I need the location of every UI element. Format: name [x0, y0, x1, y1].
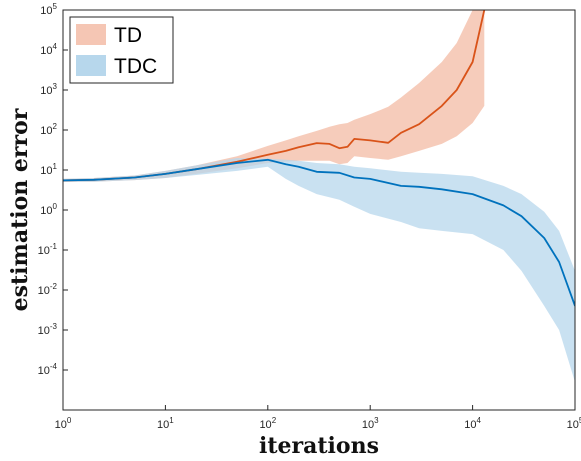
x-tick-label: 101 [157, 416, 174, 431]
band-td [63, 10, 485, 182]
legend-label-td: TD [114, 24, 142, 47]
legend: TD TDC [69, 16, 174, 84]
y-tick-label: 101 [40, 162, 57, 177]
y-axis-title: estimation error [7, 108, 33, 311]
y-tick-label: 105 [40, 2, 57, 17]
y-tick-label: 102 [40, 122, 57, 137]
x-axis-title: iterations [259, 433, 379, 459]
x-tick-label: 105 [567, 416, 581, 431]
line-tdc [63, 158, 575, 307]
x-tick-label: 103 [362, 416, 379, 431]
y-tick-label: 103 [40, 82, 57, 97]
legend-swatch-td [76, 24, 106, 45]
y-tick-label: 100 [40, 202, 57, 217]
band-tdc [63, 158, 575, 382]
x-tick-label: 104 [464, 416, 481, 431]
x-tick-label: 102 [259, 416, 276, 431]
y-tick-label: 10-3 [38, 322, 58, 337]
x-axis: 100 101 102 103 104 105 [55, 405, 581, 431]
y-tick-label: 104 [40, 42, 57, 57]
y-axis: 10-4 10-3 10-2 10-1 100 101 102 103 104 105 [38, 2, 68, 377]
x-tick-label: 100 [55, 416, 72, 431]
confidence-bands [63, 10, 575, 382]
series-lines [63, 10, 575, 307]
legend-label-tdc: TDC [114, 55, 157, 78]
y-tick-label: 10-1 [38, 242, 58, 257]
y-tick-label: 10-2 [38, 282, 58, 297]
y-tick-label: 10-4 [38, 362, 58, 377]
legend-swatch-tdc [76, 55, 106, 76]
